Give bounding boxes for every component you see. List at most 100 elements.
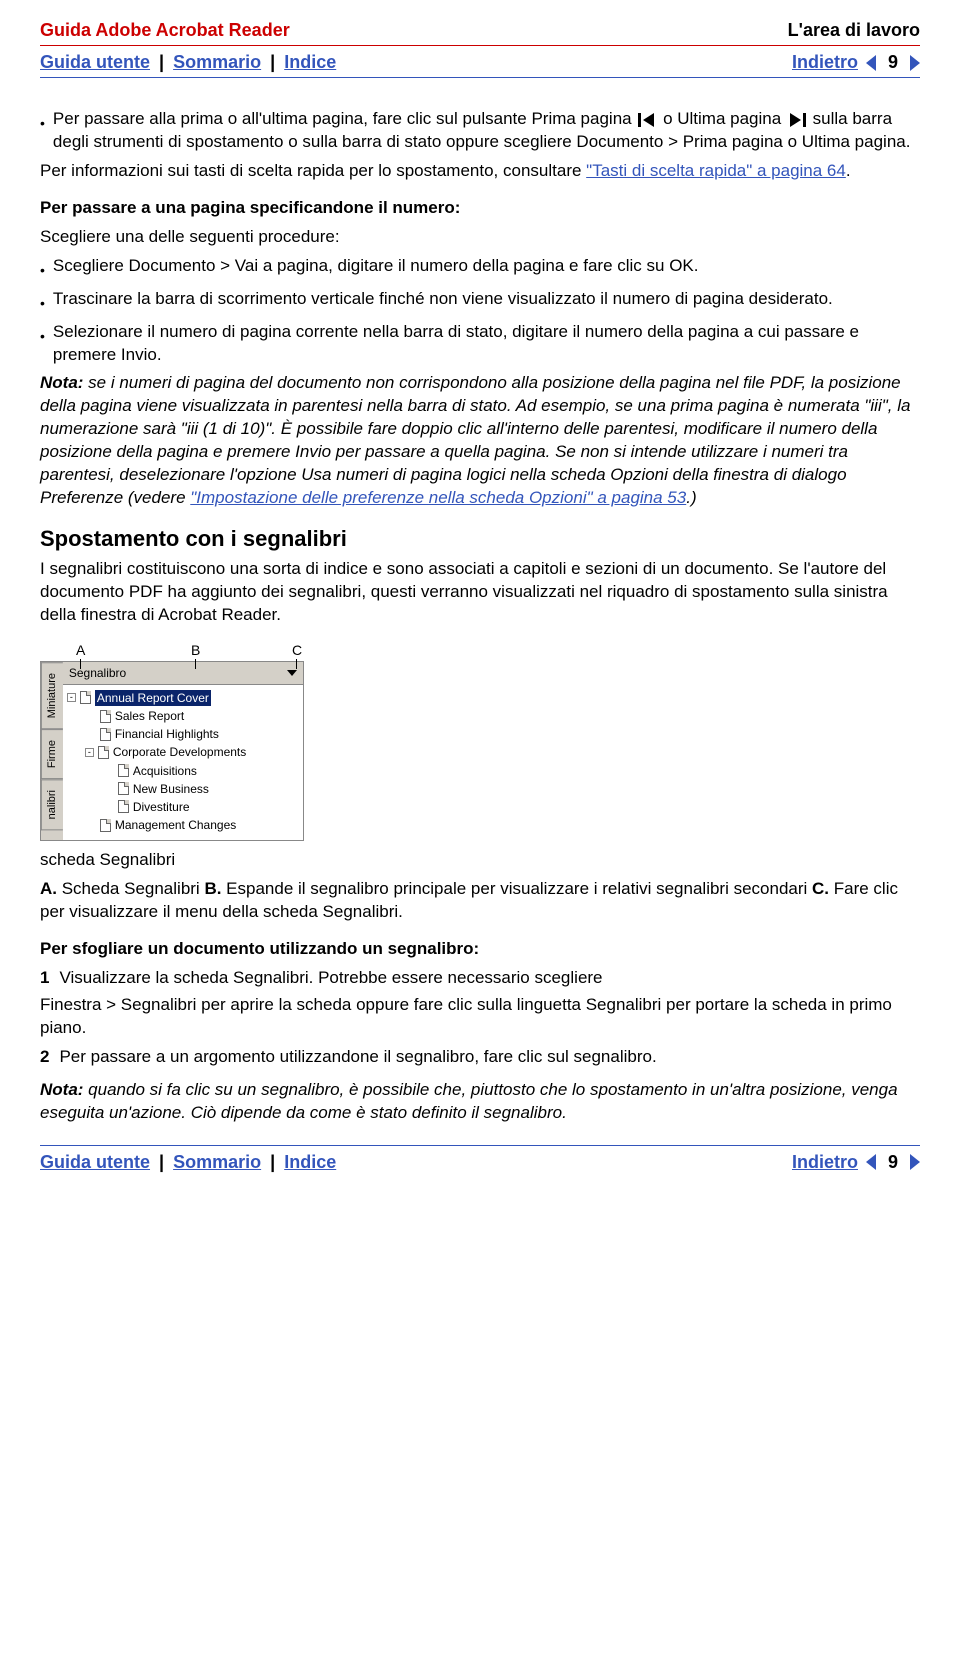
- callout-b: B: [191, 641, 200, 660]
- bullet-text: Scegliere Documento > Vai a pagina, digi…: [53, 255, 699, 282]
- page-icon: [118, 764, 129, 777]
- page-icon: [100, 819, 111, 832]
- step-continuation: Finestra > Segnalibri per aprire la sche…: [40, 994, 920, 1040]
- paragraph: I segnalibri costituiscono una sorta di …: [40, 558, 920, 627]
- panel-tabs: Miniature Firme nalibri: [41, 662, 63, 841]
- bullet-dot-icon: [40, 321, 45, 367]
- panel-title: Segnalibro: [69, 665, 126, 681]
- nav-guide-link[interactable]: Guida utente: [40, 1152, 150, 1172]
- nav-left: Guida utente | Sommario | Indice: [40, 52, 336, 73]
- step-text: Visualizzare la scheda Segnalibri. Potre…: [59, 967, 602, 990]
- tree-toggle-icon[interactable]: -: [85, 748, 94, 757]
- nav-bar-bottom: Guida utente | Sommario | Indice Indietr…: [40, 1145, 920, 1177]
- header-bar: Guida Adobe Acrobat Reader L'area di lav…: [40, 20, 920, 46]
- nav-sep: |: [159, 52, 164, 72]
- prev-page-icon[interactable]: [866, 1154, 876, 1170]
- bookmark-item[interactable]: -Corporate Developments: [67, 743, 301, 761]
- step-number: 1: [40, 967, 49, 990]
- bookmarks-panel: Miniature Firme nalibri Segnalibro - Annu…: [40, 661, 304, 842]
- nav-right: Indietro 9: [792, 1152, 920, 1173]
- bookmark-item[interactable]: - Annual Report Cover: [67, 689, 301, 707]
- page-icon: [100, 728, 111, 741]
- subheading: Per sfogliare un documento utilizzando u…: [40, 938, 920, 961]
- nav-back-link[interactable]: Indietro: [792, 1152, 858, 1173]
- bookmark-label: Annual Report Cover: [95, 690, 211, 706]
- panel-menu-icon[interactable]: [287, 670, 297, 676]
- cross-ref-link[interactable]: "Impostazione delle preferenze nella sch…: [190, 488, 686, 507]
- nav-sep: |: [270, 1152, 275, 1172]
- page-icon: [100, 710, 111, 723]
- nav-bar-top: Guida utente | Sommario | Indice Indietr…: [40, 52, 920, 78]
- bookmark-item[interactable]: Financial Highlights: [67, 725, 301, 743]
- bullet-item: Per passare alla prima o all'ultima pagi…: [40, 108, 920, 154]
- tab-thumbnails[interactable]: Miniature: [41, 662, 63, 729]
- callout-c: C: [292, 641, 302, 660]
- bookmarks-figure: A B C Miniature Firme nalibri Segnalibro: [40, 641, 920, 842]
- step-item: 2 Per passare a un argomento utilizzando…: [40, 1046, 920, 1069]
- bullet-dot-icon: [40, 255, 45, 282]
- bookmark-label: Divestiture: [133, 799, 190, 815]
- figure-caption: A. Scheda Segnalibri B. Espande il segna…: [40, 878, 920, 924]
- nav-index-link[interactable]: Indice: [284, 1152, 336, 1172]
- tree-toggle-icon[interactable]: -: [67, 693, 76, 702]
- bullet-text: Trascinare la barra di scorrimento verti…: [53, 288, 833, 315]
- bullet-item: Selezionare il numero di pagina corrente…: [40, 321, 920, 367]
- bookmark-item[interactable]: Management Changes: [67, 816, 301, 834]
- callout-a: A: [76, 641, 85, 660]
- figure-callouts: A B C: [76, 641, 920, 661]
- page-number: 9: [888, 52, 898, 73]
- tab-signatures[interactable]: Firme: [41, 729, 63, 779]
- next-page-icon[interactable]: [910, 1154, 920, 1170]
- nav-guide-link[interactable]: Guida utente: [40, 52, 150, 72]
- step-number: 2: [40, 1046, 49, 1069]
- note-label: Nota:: [40, 373, 83, 392]
- bullet-item: Trascinare la barra di scorrimento verti…: [40, 288, 920, 315]
- bookmark-item[interactable]: Sales Report: [67, 707, 301, 725]
- page-icon: [80, 691, 91, 704]
- page-icon: [118, 800, 129, 813]
- header-title-right: L'area di lavoro: [788, 20, 920, 41]
- bullet-dot-icon: [40, 288, 45, 315]
- cross-ref-link[interactable]: "Tasti di scelta rapida" a pagina 64: [586, 161, 846, 180]
- bullet-text: Per passare alla prima o all'ultima pagi…: [53, 109, 636, 128]
- nav-index-link[interactable]: Indice: [284, 52, 336, 72]
- figure-caption-title: scheda Segnalibri: [40, 849, 920, 872]
- last-page-icon: [788, 113, 806, 127]
- nav-sep: |: [159, 1152, 164, 1172]
- nav-contents-link[interactable]: Sommario: [173, 52, 261, 72]
- bookmark-label: Financial Highlights: [115, 726, 219, 742]
- bullet-text: o Ultima pagina: [663, 109, 786, 128]
- first-page-icon: [638, 113, 656, 127]
- nav-back-link[interactable]: Indietro: [792, 52, 858, 73]
- bookmark-item[interactable]: Acquisitions: [67, 762, 301, 780]
- page-icon: [98, 746, 109, 759]
- paragraph: Per informazioni sui tasti di scelta rap…: [40, 160, 920, 183]
- bookmark-label: Acquisitions: [133, 763, 197, 779]
- bookmark-label: New Business: [133, 781, 209, 797]
- nav-left: Guida utente | Sommario | Indice: [40, 1152, 336, 1173]
- next-page-icon[interactable]: [910, 55, 920, 71]
- panel-body: Segnalibro - Annual Report Cover Sales Rep…: [63, 662, 303, 841]
- page-number: 9: [888, 1152, 898, 1173]
- note-paragraph: Nota: se i numeri di pagina del document…: [40, 372, 920, 510]
- header-title-left: Guida Adobe Acrobat Reader: [40, 20, 290, 41]
- bookmark-item[interactable]: New Business: [67, 780, 301, 798]
- subheading: Per passare a una pagina specificandone …: [40, 197, 920, 220]
- bullet-dot-icon: [40, 108, 45, 154]
- bookmark-label: Management Changes: [115, 817, 236, 833]
- paragraph: Scegliere una delle seguenti procedure:: [40, 226, 920, 249]
- bullet-item: Scegliere Documento > Vai a pagina, digi…: [40, 255, 920, 282]
- note-paragraph: Nota: quando si fa clic su un segnalibro…: [40, 1079, 920, 1125]
- bookmark-item[interactable]: Divestiture: [67, 798, 301, 816]
- nav-right: Indietro 9: [792, 52, 920, 73]
- step-text: Per passare a un argomento utilizzandone…: [59, 1046, 656, 1069]
- heading-2: Spostamento con i segnalibri: [40, 524, 920, 554]
- tab-bookmarks[interactable]: nalibri: [41, 779, 63, 830]
- page-icon: [118, 782, 129, 795]
- prev-page-icon[interactable]: [866, 55, 876, 71]
- body-content: Per passare alla prima o all'ultima pagi…: [40, 108, 920, 1125]
- nav-contents-link[interactable]: Sommario: [173, 1152, 261, 1172]
- bookmark-label: Sales Report: [115, 708, 184, 724]
- note-label: Nota:: [40, 1080, 83, 1099]
- bookmark-tree: - Annual Report Cover Sales Report Financia…: [63, 685, 303, 841]
